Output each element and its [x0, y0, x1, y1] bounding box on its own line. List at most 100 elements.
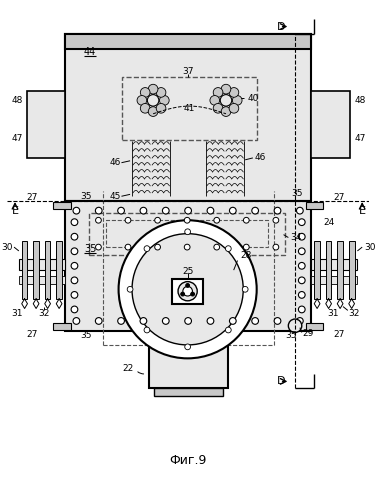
Circle shape	[73, 207, 80, 214]
Circle shape	[299, 248, 305, 254]
Circle shape	[191, 292, 195, 296]
Circle shape	[232, 95, 242, 105]
Text: 27: 27	[27, 193, 38, 202]
Circle shape	[147, 95, 159, 106]
Text: 47: 47	[11, 134, 23, 143]
Circle shape	[140, 103, 150, 113]
Text: 27: 27	[333, 193, 345, 202]
Circle shape	[299, 291, 305, 298]
Circle shape	[125, 244, 131, 250]
Bar	[22, 242, 28, 299]
Bar	[149, 330, 228, 388]
Text: 34: 34	[290, 233, 302, 242]
Text: 25: 25	[182, 266, 193, 275]
Circle shape	[299, 219, 305, 226]
Circle shape	[274, 317, 281, 324]
Circle shape	[213, 103, 223, 113]
Circle shape	[273, 244, 279, 250]
Circle shape	[155, 218, 161, 223]
Text: 37: 37	[182, 67, 193, 76]
Bar	[106, 220, 268, 247]
Text: D: D	[276, 376, 285, 386]
Bar	[54, 202, 70, 209]
Text: 30: 30	[2, 243, 13, 251]
Circle shape	[299, 306, 305, 313]
Text: 35: 35	[285, 331, 297, 340]
Circle shape	[213, 88, 223, 97]
Text: 41: 41	[184, 103, 195, 113]
Circle shape	[95, 207, 102, 214]
Circle shape	[119, 220, 257, 358]
Circle shape	[299, 234, 305, 240]
Bar	[26, 91, 65, 158]
Circle shape	[162, 207, 169, 214]
Circle shape	[71, 291, 78, 298]
Circle shape	[230, 317, 236, 324]
Circle shape	[220, 95, 232, 106]
Bar	[172, 279, 203, 304]
Circle shape	[118, 207, 124, 214]
Text: E: E	[12, 206, 18, 216]
Text: 46: 46	[109, 158, 121, 167]
Text: 31: 31	[11, 309, 23, 318]
Text: 35: 35	[291, 189, 303, 198]
Circle shape	[181, 292, 185, 296]
Circle shape	[296, 207, 303, 214]
Circle shape	[296, 317, 303, 324]
Circle shape	[144, 327, 150, 333]
Circle shape	[185, 317, 192, 324]
Bar	[65, 34, 311, 201]
Text: 35: 35	[80, 192, 92, 201]
Text: Фиг.9: Фиг.9	[169, 454, 206, 467]
Bar	[311, 258, 357, 270]
Circle shape	[178, 281, 197, 301]
Text: 48: 48	[11, 96, 23, 105]
Circle shape	[144, 246, 150, 251]
Bar	[89, 213, 285, 255]
Bar	[19, 276, 65, 283]
Circle shape	[299, 277, 305, 284]
Circle shape	[140, 88, 150, 97]
Circle shape	[185, 207, 192, 214]
Circle shape	[71, 248, 78, 254]
Circle shape	[71, 277, 78, 284]
Circle shape	[156, 88, 166, 97]
Circle shape	[185, 229, 190, 235]
Circle shape	[156, 103, 166, 113]
Text: 35: 35	[84, 244, 97, 254]
Circle shape	[127, 286, 133, 292]
Circle shape	[221, 84, 231, 94]
Circle shape	[225, 246, 231, 251]
Bar	[65, 34, 311, 48]
Circle shape	[229, 88, 239, 97]
Circle shape	[155, 244, 161, 250]
Bar	[65, 201, 311, 330]
Circle shape	[288, 319, 302, 332]
Bar	[56, 242, 62, 299]
Circle shape	[71, 262, 78, 269]
Bar	[311, 276, 357, 283]
Circle shape	[148, 107, 158, 116]
Circle shape	[95, 218, 101, 223]
Circle shape	[207, 317, 214, 324]
Circle shape	[252, 317, 259, 324]
Bar	[54, 323, 70, 329]
Circle shape	[207, 207, 214, 214]
Bar	[154, 388, 223, 396]
Circle shape	[210, 95, 220, 105]
Text: 22: 22	[123, 364, 134, 373]
Circle shape	[214, 218, 220, 223]
Bar	[45, 242, 51, 299]
Circle shape	[137, 95, 147, 105]
Circle shape	[229, 103, 239, 113]
Text: 31: 31	[328, 309, 339, 318]
Circle shape	[252, 207, 259, 214]
Circle shape	[140, 207, 147, 214]
Circle shape	[242, 286, 248, 292]
Circle shape	[183, 286, 192, 296]
Bar	[306, 202, 323, 209]
Circle shape	[95, 317, 102, 324]
Text: E: E	[359, 206, 366, 216]
Text: 35: 35	[80, 331, 92, 340]
Circle shape	[244, 244, 249, 250]
